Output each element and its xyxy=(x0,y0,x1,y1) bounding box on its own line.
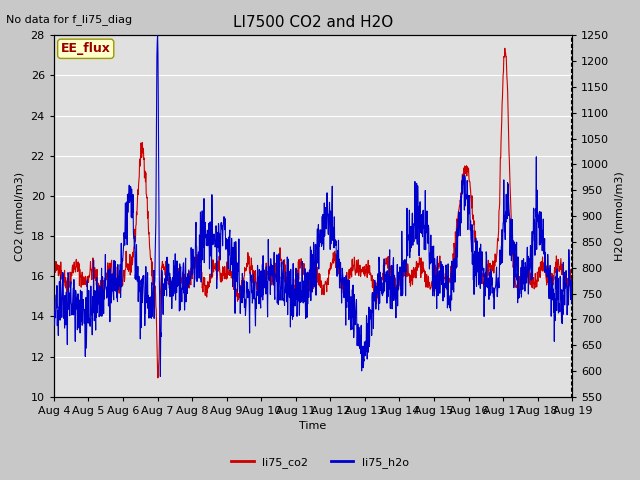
Legend: li75_co2, li75_h2o: li75_co2, li75_h2o xyxy=(227,452,413,472)
Title: LI7500 CO2 and H2O: LI7500 CO2 and H2O xyxy=(233,15,393,30)
Y-axis label: H2O (mmol/m3): H2O (mmol/m3) xyxy=(615,171,625,261)
Y-axis label: CO2 (mmol/m3): CO2 (mmol/m3) xyxy=(15,171,25,261)
X-axis label: Time: Time xyxy=(300,421,326,432)
Text: EE_flux: EE_flux xyxy=(61,42,111,55)
Text: No data for f_li75_diag: No data for f_li75_diag xyxy=(6,14,132,25)
